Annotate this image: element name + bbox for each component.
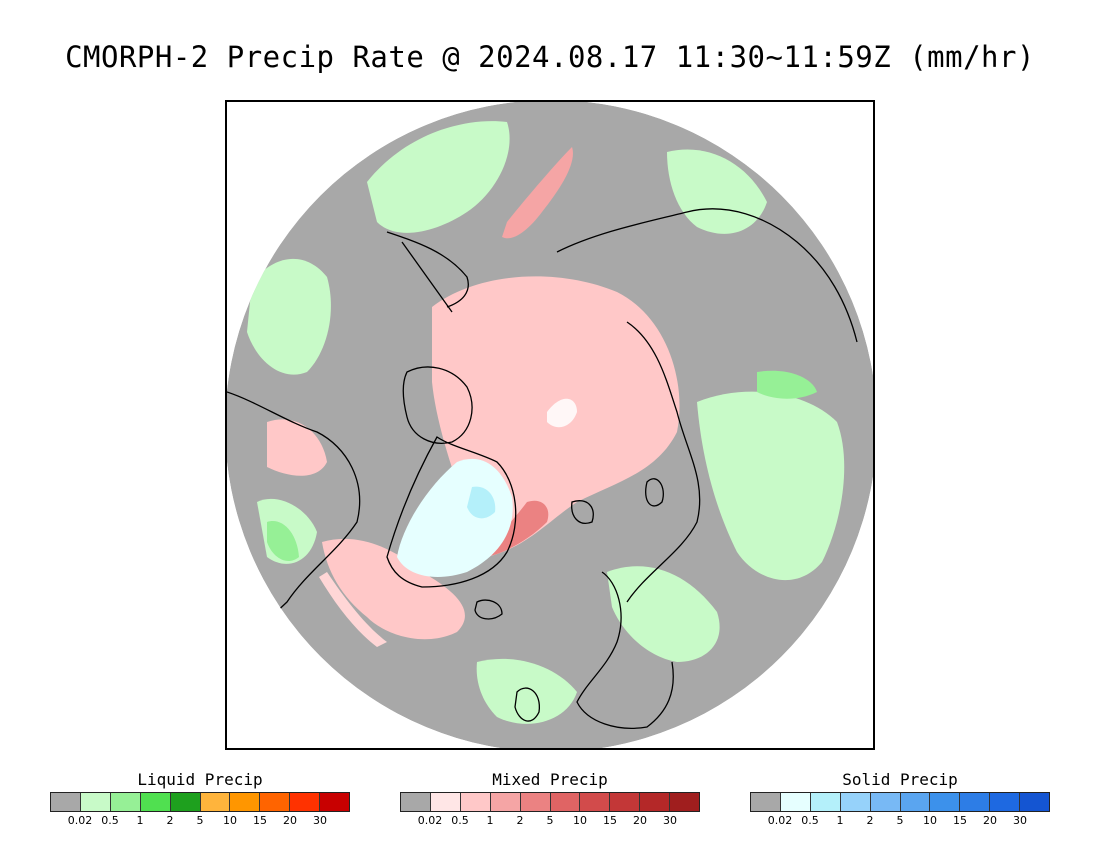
legend-swatch — [870, 793, 901, 811]
legend-title: Solid Precip — [842, 770, 958, 789]
map-title: CMORPH-2 Precip Rate @ 2024.08.17 11:30~… — [65, 40, 1035, 74]
legend-tick-label: 0.5 — [801, 814, 819, 827]
legend-swatch — [840, 793, 871, 811]
legend-tick-label: 1 — [486, 814, 494, 827]
canada-arctic-archipelago — [402, 366, 473, 444]
liquid-precip-ne — [757, 370, 817, 399]
legend-title: Mixed Precip — [492, 770, 608, 789]
legend-swatch — [290, 793, 321, 811]
legend-swatch — [490, 793, 521, 811]
legend-swatch — [960, 793, 991, 811]
mixed-precip-atlantic — [322, 538, 465, 640]
legend-tick-label: 5 — [196, 814, 204, 827]
alaska-coast — [386, 231, 469, 308]
legend-tick-label: 30 — [663, 814, 677, 827]
legend-tick-label: 15 — [953, 814, 967, 827]
legend-tick-label: 30 — [313, 814, 327, 827]
eurasia-north-coast — [626, 321, 701, 603]
legend-solid: Solid Precip 0.02 0.5 1 2 5 10 15 20 30 — [750, 770, 1050, 827]
liquid-precip-labrador — [267, 521, 299, 562]
legend-tick-label: 15 — [253, 814, 267, 827]
legend-swatch — [460, 793, 491, 811]
legend-swatch — [900, 793, 931, 811]
legend-swatch — [200, 793, 231, 811]
legend-swatch — [320, 793, 350, 811]
legend-swatch — [401, 793, 431, 811]
legend-tick-label: 0.5 — [451, 814, 469, 827]
british-isles-coast — [514, 687, 540, 722]
legend-swatch — [170, 793, 201, 811]
bright-mixed-patch — [547, 398, 577, 428]
legend-colorbar — [750, 792, 1050, 812]
mixed-precip-strong-2 — [502, 147, 573, 239]
legend-swatch — [610, 793, 641, 811]
scandinavia-coast — [576, 571, 674, 729]
legend-swatch — [810, 793, 841, 811]
legend-liquid: Liquid Precip 0.02 0.5 1 2 5 10 15 20 30 — [50, 770, 350, 827]
legend-tick-label: 1 — [836, 814, 844, 827]
legend-swatch — [990, 793, 1021, 811]
legend-colorbar — [50, 792, 350, 812]
liquid-precip-siberia — [367, 121, 510, 233]
legend-tick-label: 10 — [923, 814, 937, 827]
legend-swatch — [640, 793, 671, 811]
legend-tick-label: 20 — [633, 814, 647, 827]
legend-tick-label: 2 — [516, 814, 524, 827]
legend-swatch — [230, 793, 261, 811]
legend-tick-label: 0.02 — [767, 814, 793, 827]
legend-swatch — [140, 793, 171, 811]
novaya-zemlya-coast — [645, 478, 664, 507]
legend-swatch — [51, 793, 81, 811]
legend-ticks: 0.02 0.5 1 2 5 10 15 20 30 — [400, 812, 700, 827]
legend-ticks: 0.02 0.5 1 2 5 10 15 20 30 — [750, 812, 1050, 827]
legend-colorbar — [400, 792, 700, 812]
polar-precip-map — [227, 102, 873, 748]
legend-swatch — [670, 793, 700, 811]
siberia-coast — [556, 208, 858, 343]
iceland-coast — [474, 599, 503, 620]
liquid-precip-canada — [247, 258, 331, 375]
legend-tick-label: 10 — [223, 814, 237, 827]
greenland-coast — [386, 436, 517, 588]
legend-tick-label: 5 — [896, 814, 904, 827]
legend-title: Liquid Precip — [137, 770, 263, 789]
bering-strait-border — [401, 241, 453, 313]
legend-tick-label: 0.5 — [101, 814, 119, 827]
legend-swatch — [260, 793, 291, 811]
legend-tick-label: 10 — [573, 814, 587, 827]
legend-swatch — [1020, 793, 1050, 811]
liquid-precip-scandinavia — [607, 566, 720, 662]
legend-tick-label: 5 — [546, 814, 554, 827]
legend-swatch — [110, 793, 141, 811]
legend-swatch — [550, 793, 581, 811]
liquid-precip-europe — [476, 658, 577, 724]
legend-tick-label: 0.02 — [67, 814, 93, 827]
legend-tick-label: 15 — [603, 814, 617, 827]
legend-swatch — [780, 793, 811, 811]
legend-tick-label: 2 — [166, 814, 174, 827]
mixed-precip-west — [267, 419, 327, 476]
legend-swatch — [751, 793, 781, 811]
legend-mixed: Mixed Precip 0.02 0.5 1 2 5 10 15 20 30 — [400, 770, 700, 827]
mixed-precip-band — [319, 572, 387, 647]
legend-tick-label: 20 — [283, 814, 297, 827]
legend-tick-label: 1 — [136, 814, 144, 827]
legend-swatch — [580, 793, 611, 811]
legend-tick-label: 30 — [1013, 814, 1027, 827]
legend-swatch — [520, 793, 551, 811]
legend-swatch — [80, 793, 111, 811]
svalbard-coast — [571, 500, 594, 524]
legend-tick-label: 0.02 — [417, 814, 443, 827]
legend-tick-label: 20 — [983, 814, 997, 827]
liquid-precip-russia — [697, 391, 845, 581]
legend-swatch — [430, 793, 461, 811]
solid-precip-greenland-core — [467, 486, 496, 519]
legend-tick-label: 2 — [866, 814, 874, 827]
legend-swatch — [930, 793, 961, 811]
map-frame — [225, 100, 875, 750]
legend-ticks: 0.02 0.5 1 2 5 10 15 20 30 — [50, 812, 350, 827]
